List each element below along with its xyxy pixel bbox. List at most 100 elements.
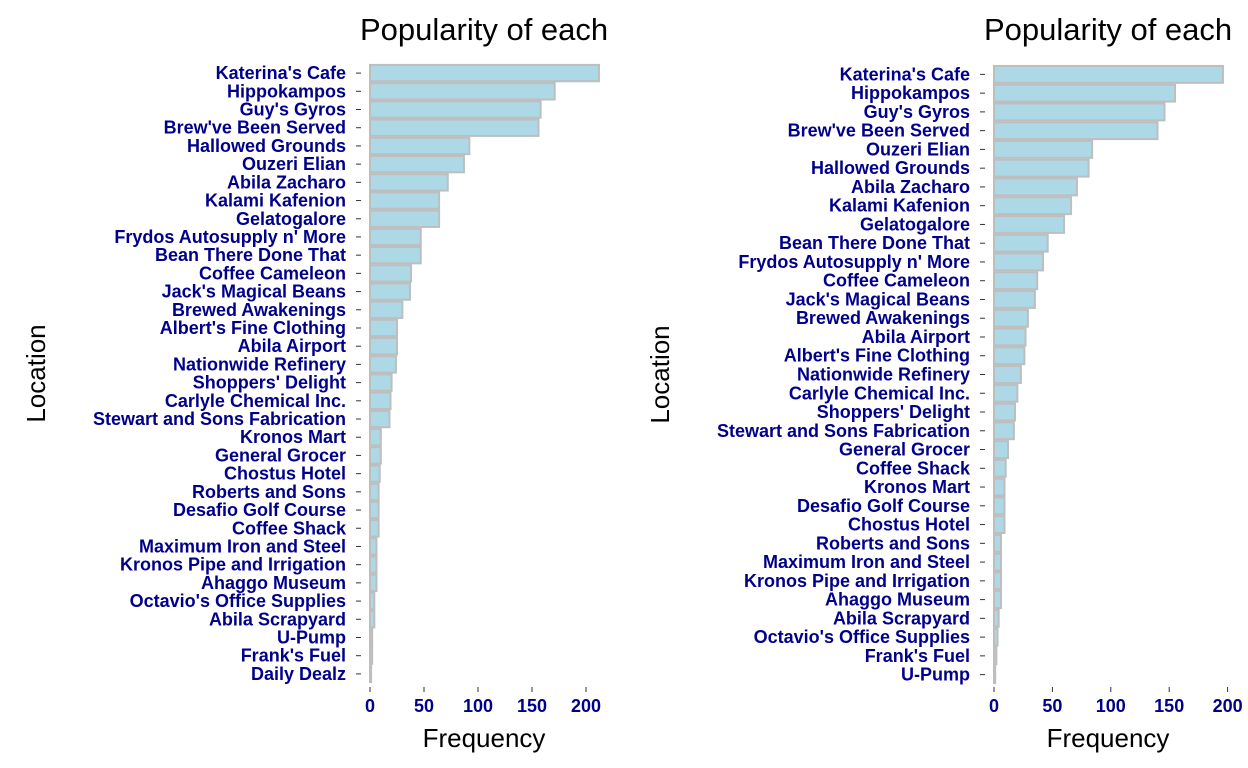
bar xyxy=(993,665,997,685)
bar xyxy=(993,458,1007,478)
y-tick-label: Katerina's Cafe xyxy=(216,63,346,83)
y-tick-label: Desafio Golf Course xyxy=(797,496,970,516)
bar xyxy=(993,571,1003,591)
y-tick-label: Frank's Fuel xyxy=(865,646,970,666)
y-tick-label: General Grocer xyxy=(215,445,346,465)
chart-title: Popularity of each xyxy=(984,12,1232,47)
y-tick-label: Coffee Cameleon xyxy=(199,263,346,283)
bar xyxy=(993,196,1073,216)
y-tick-label: Abila Scrapyard xyxy=(209,609,346,629)
x-tick-label: 100 xyxy=(1096,696,1126,716)
y-tick-label: Roberts and Sons xyxy=(816,533,970,553)
x-axis-title: Frequency xyxy=(1047,723,1170,753)
bar xyxy=(369,63,600,83)
bar xyxy=(369,264,413,283)
bar xyxy=(993,290,1036,309)
bar xyxy=(369,373,393,392)
y-tick-label: Hippokampos xyxy=(227,81,346,101)
x-axis-title: Frequency xyxy=(423,723,546,753)
x-tick-label: 200 xyxy=(1213,696,1243,716)
bar xyxy=(369,209,441,228)
bar xyxy=(369,173,449,192)
y-tick-label: Octavio's Office Supplies xyxy=(130,591,346,611)
y-tick-label: Abila Scrapyard xyxy=(833,608,970,628)
y-tick-label: Coffee Shack xyxy=(856,458,971,478)
y-tick-label: Shoppers' Delight xyxy=(817,402,970,422)
y-tick-label: Roberts and Sons xyxy=(192,482,346,502)
bar xyxy=(993,346,1026,366)
y-tick-label: Brewed Awakenings xyxy=(796,308,970,328)
bar xyxy=(369,318,398,338)
y-tick-label: Coffee Shack xyxy=(232,518,347,538)
y-tick-label: Guy's Gyros xyxy=(864,102,970,122)
bar xyxy=(369,428,382,447)
bar xyxy=(993,533,1003,553)
bar xyxy=(369,282,411,301)
y-axis-title: Location xyxy=(21,324,51,422)
y-tick-label: Kalami Kafenion xyxy=(829,196,970,216)
bar xyxy=(369,191,441,210)
x-tick-label: 50 xyxy=(414,696,434,716)
x-tick-label: 200 xyxy=(571,696,601,716)
bar xyxy=(993,627,999,647)
bar xyxy=(369,537,378,556)
y-tick-label: Chostus Hotel xyxy=(848,515,970,535)
y-tick-label: Katerina's Cafe xyxy=(840,64,970,84)
bar xyxy=(993,233,1049,253)
y-tick-label: Brew've Been Served xyxy=(164,118,346,138)
bar xyxy=(369,82,556,101)
bar xyxy=(993,421,1015,441)
y-tick-label: Ouzeri Elian xyxy=(242,154,346,174)
bar xyxy=(993,402,1017,422)
y-tick-label: Carlyle Chemical Inc. xyxy=(165,391,346,411)
y-tick-label: Gelatogalore xyxy=(860,214,970,234)
y-tick-label: Nationwide Refinery xyxy=(173,354,346,374)
y-tick-label: Guy's Gyros xyxy=(240,100,346,120)
y-tick-label: Albert's Fine Clothing xyxy=(784,346,970,366)
y-tick-label: Stewart and Sons Fabrication xyxy=(93,409,346,429)
bar xyxy=(369,355,397,374)
y-tick-label: Bean There Done That xyxy=(779,233,970,253)
chart-panel-left: Popularity of each Location Frequency Ka… xyxy=(21,12,608,753)
bar xyxy=(993,552,1003,572)
bar xyxy=(993,121,1159,141)
y-tick-label: Nationwide Refinery xyxy=(797,365,970,385)
bar xyxy=(369,118,540,137)
bar xyxy=(369,100,542,119)
bar xyxy=(993,496,1006,516)
y-tick-label: Ouzeri Elian xyxy=(866,139,970,159)
bar xyxy=(369,519,380,538)
x-tick-label: 0 xyxy=(989,696,999,716)
y-tick-label: Frank's Fuel xyxy=(241,646,346,666)
x-tick-label: 50 xyxy=(1042,696,1062,716)
bar xyxy=(993,590,1003,610)
bar xyxy=(993,83,1177,103)
bar xyxy=(993,608,1000,628)
bar xyxy=(369,391,392,411)
bar xyxy=(369,500,380,520)
bar xyxy=(993,327,1027,347)
y-tick-label: Jack's Magical Beans xyxy=(162,282,346,302)
y-tick-label: Kronos Mart xyxy=(240,427,346,447)
y-tick-label: U-Pump xyxy=(277,627,346,647)
x-tick-label: 0 xyxy=(365,696,375,716)
y-tick-label: Bean There Done That xyxy=(155,245,346,265)
y-tick-label: Shoppers' Delight xyxy=(193,373,346,393)
bar xyxy=(993,440,1010,459)
y-axis-title: Location xyxy=(645,325,675,423)
bar xyxy=(369,664,373,684)
x-tick-label: 150 xyxy=(1154,696,1184,716)
chart-panel-right: Popularity of each Location Frequency Ka… xyxy=(645,12,1243,753)
bar xyxy=(369,446,382,465)
bar xyxy=(993,177,1078,197)
y-tick-label: Maximum Iron and Steel xyxy=(139,536,346,556)
y-tick-label: Kalami Kafenion xyxy=(205,191,346,211)
bar xyxy=(369,628,374,647)
bar xyxy=(369,245,422,265)
bar xyxy=(993,102,1166,122)
bar xyxy=(369,409,391,429)
y-tick-label: Kronos Pipe and Irrigation xyxy=(744,571,970,591)
y-tick-label: Brew've Been Served xyxy=(788,121,970,141)
y-tick-label: General Grocer xyxy=(839,440,970,460)
